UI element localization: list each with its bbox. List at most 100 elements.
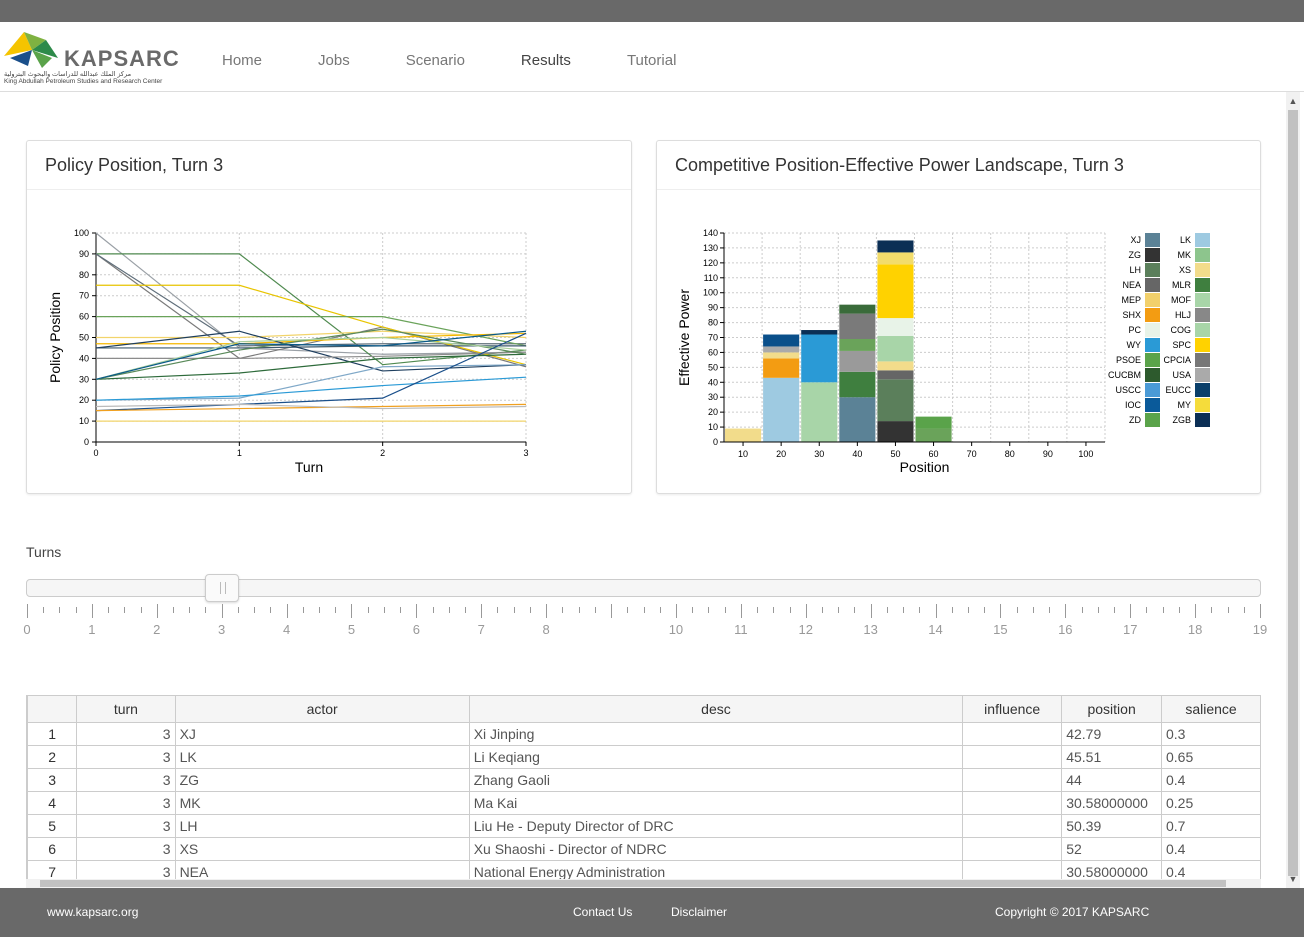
table-cell[interactable]: 0.4 (1161, 837, 1261, 861)
slider-minor-tick (432, 607, 434, 613)
slider-tick-label: 16 (1058, 622, 1073, 637)
column-header[interactable]: salience (1161, 695, 1261, 723)
table-cell[interactable]: 0.3 (1161, 722, 1261, 746)
table-row[interactable]: 7 3 NEA National Energy Administration 30.58… (27, 860, 1261, 879)
x-tick-label: 1 (237, 448, 242, 458)
table-cell[interactable]: 42.79 (1061, 722, 1162, 746)
table-cell[interactable]: 44 (1061, 768, 1162, 792)
legend-label: ZD (1129, 415, 1141, 425)
legend-swatch (1195, 398, 1210, 412)
table-cell[interactable]: 3 (76, 768, 176, 792)
table-cell[interactable] (962, 768, 1063, 792)
results-table: turn actor desc influence position salience 1… (26, 695, 1261, 879)
table-cell[interactable] (962, 814, 1063, 838)
table-row[interactable]: 2 3 LK Li Keqiang 45.51 0.65 (27, 745, 1261, 769)
table-cell[interactable]: 4 (27, 791, 78, 815)
table-cell[interactable] (962, 791, 1063, 815)
table-cell[interactable]: 0.4 (1161, 768, 1261, 792)
table-cell[interactable]: NEA (174, 860, 470, 879)
scroll-up-icon[interactable]: ▲ (1288, 96, 1298, 106)
footer-disclaimer-link[interactable]: Disclaimer (671, 905, 728, 919)
table-cell[interactable] (962, 837, 1063, 861)
nav-tutorial[interactable]: Tutorial (626, 52, 677, 69)
vertical-scroll-thumb[interactable] (1288, 110, 1298, 876)
table-cell[interactable] (962, 860, 1063, 879)
table-cell[interactable]: Xu Shaoshi - Director of NDRC (468, 837, 964, 861)
legend-label: CPCIA (1163, 355, 1191, 365)
table-cell[interactable]: MK (174, 791, 470, 815)
nav-home[interactable]: Home (222, 52, 263, 69)
slider-minor-tick (1211, 607, 1213, 613)
table-cell[interactable] (962, 722, 1063, 746)
horizontal-scroll-thumb[interactable] (40, 880, 1226, 887)
column-header[interactable]: influence (962, 695, 1063, 723)
legend-swatch (1145, 263, 1160, 277)
table-cell[interactable]: LH (174, 814, 470, 838)
vertical-scrollbar[interactable]: ▲ ▼ (1286, 92, 1300, 888)
footer-site-link[interactable]: www.kapsarc.org (47, 905, 139, 919)
nav-results[interactable]: Results (520, 52, 571, 69)
legend-label: ZG (1129, 250, 1142, 260)
table-cell[interactable]: XJ (174, 722, 470, 746)
table-cell[interactable]: 0.4 (1161, 860, 1261, 879)
table-cell[interactable] (962, 745, 1063, 769)
table-cell[interactable]: 3 (76, 722, 176, 746)
column-header[interactable]: position (1061, 695, 1162, 723)
table-cell[interactable]: 7 (27, 860, 78, 879)
table-cell[interactable]: 3 (76, 814, 176, 838)
footer-contact-link[interactable]: Contact Us (573, 905, 633, 919)
slider-tick-label: 8 (542, 622, 550, 637)
scroll-down-icon[interactable]: ▼ (1288, 874, 1298, 884)
table-row[interactable]: 3 3 ZG Zhang Gaoli 44 0.4 (27, 768, 1261, 792)
table-cell[interactable]: 5 (27, 814, 78, 838)
table-cell[interactable]: 50.39 (1061, 814, 1162, 838)
table-cell[interactable]: 0.25 (1161, 791, 1261, 815)
turns-slider-handle[interactable] (205, 574, 239, 602)
slider-tick-label: 2 (153, 622, 161, 637)
table-row[interactable]: 6 3 XS Xu Shaoshi - Director of NDRC 52 0.4 (27, 837, 1261, 861)
table-row[interactable]: 4 3 MK Ma Kai 30.58000000 0.25 (27, 791, 1261, 815)
slider-major-tick (91, 604, 93, 618)
table-cell[interactable]: XS (174, 837, 470, 861)
table-cell[interactable]: Li Keqiang (468, 745, 964, 769)
slider-minor-tick (75, 607, 77, 613)
table-cell[interactable]: 3 (76, 860, 176, 879)
legend-swatch (1195, 263, 1210, 277)
table-cell[interactable]: 6 (27, 837, 78, 861)
table-cell[interactable]: 0.7 (1161, 814, 1261, 838)
table-cell[interactable]: Xi Jinping (468, 722, 964, 746)
series-line (96, 315, 527, 347)
table-cell[interactable]: 30.58000000 (1061, 860, 1162, 879)
table-cell[interactable]: 3 (76, 837, 176, 861)
table-cell[interactable]: 3 (76, 745, 176, 769)
column-header[interactable]: actor (174, 695, 470, 723)
nav-jobs[interactable]: Jobs (318, 52, 350, 69)
turns-slider-track[interactable] (26, 579, 1261, 597)
table-cell[interactable]: National Energy Administration (468, 860, 964, 879)
table-cell[interactable]: Ma Kai (468, 791, 964, 815)
table-cell[interactable]: 2 (27, 745, 78, 769)
nav-scenario[interactable]: Scenario (405, 52, 465, 69)
table-row[interactable]: 5 3 LH Liu He - Deputy Director of DRC 50.39… (27, 814, 1261, 838)
table-cell[interactable]: 3 (76, 791, 176, 815)
table-cell[interactable]: 45.51 (1061, 745, 1162, 769)
table-cell[interactable]: 30.58000000 (1061, 791, 1162, 815)
y-tick-label: 30 (708, 392, 718, 402)
column-header[interactable] (27, 695, 78, 723)
table-cell[interactable]: 52 (1061, 837, 1162, 861)
table-cell[interactable]: Liu He - Deputy Director of DRC (468, 814, 964, 838)
slider-major-tick (1065, 604, 1067, 618)
table-cell[interactable]: 0.65 (1161, 745, 1261, 769)
table-cell[interactable]: Zhang Gaoli (468, 768, 964, 792)
column-header[interactable]: desc (468, 695, 964, 723)
horizontal-scrollbar[interactable] (26, 879, 1261, 888)
table-row[interactable]: 1 3 XJ Xi Jinping 42.79 0.3 (27, 722, 1261, 746)
slider-tick-label: 12 (798, 622, 813, 637)
policy-position-chart: 0 10 20 30 40 50 60 70 80 90 100 0 1 2 3 Turn Policy Pos… (47, 228, 529, 475)
column-header[interactable]: turn (76, 695, 176, 723)
table-cell[interactable]: 1 (27, 722, 78, 746)
table-cell[interactable]: 3 (27, 768, 78, 792)
kapsarc-logo[interactable]: KAPSARC مركز الملك عبدالله للدراسات والب… (2, 26, 192, 86)
table-cell[interactable]: LK (174, 745, 470, 769)
table-cell[interactable]: ZG (174, 768, 470, 792)
